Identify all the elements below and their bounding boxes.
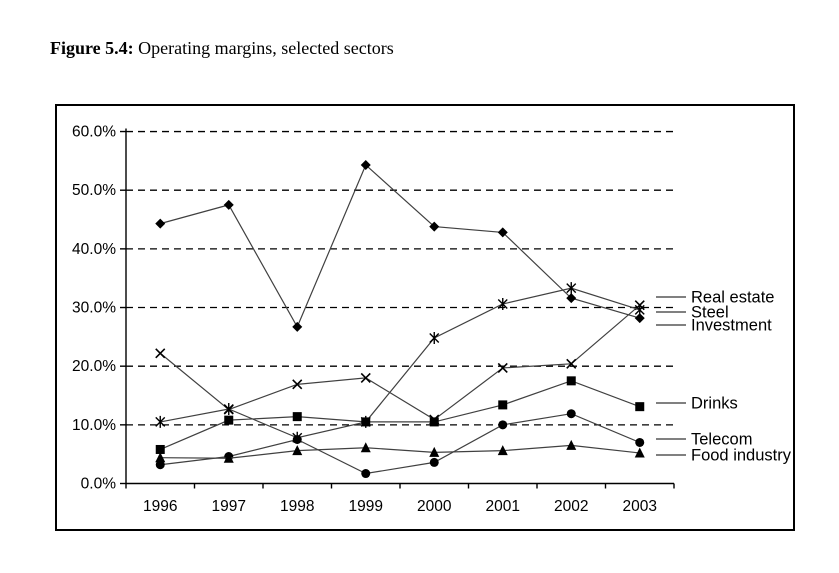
circle-marker (635, 437, 645, 447)
star-marker (155, 415, 166, 428)
square-marker (224, 415, 234, 425)
series-line (159, 304, 641, 421)
y-tick-label: 50.0% (72, 182, 116, 199)
x-year-label: 1998 (280, 498, 314, 515)
triangle-marker (429, 446, 440, 457)
callout-investment: Investment (656, 317, 772, 335)
series-callout-label: Drinks (691, 395, 738, 413)
star-marker (497, 298, 508, 310)
star-marker (223, 403, 234, 416)
series-steel (155, 282, 645, 444)
x-marker (360, 372, 371, 383)
circle-marker (429, 457, 439, 467)
x-year-label: 2000 (417, 498, 452, 515)
x-marker (497, 362, 508, 374)
series-callout-label: Steel (691, 304, 729, 322)
callout-food-industry: Food industry (656, 447, 792, 465)
y-axis: 60.0% 50.0% 40.0% 30.0% 20.0% 10.0% 0.0% (72, 124, 127, 493)
triangle-marker (634, 447, 645, 458)
diamond-marker (497, 227, 508, 238)
x-year-label: 1997 (212, 498, 246, 515)
series-callout-label: Telecom (691, 431, 752, 449)
y-tick-label: 40.0% (72, 241, 116, 258)
y-tick-label: 0.0% (81, 476, 117, 493)
square-marker (429, 417, 439, 427)
y-tick-label: 30.0% (72, 300, 116, 317)
triangle-marker (566, 439, 577, 450)
x-year-label: 2001 (486, 498, 520, 515)
figure-title: Figure 5.4: Operating margins, selected … (50, 38, 394, 59)
circle-marker (566, 409, 576, 419)
diamond-marker (634, 313, 645, 324)
diamond-marker (292, 321, 303, 332)
callout-steel: Steel (656, 304, 729, 322)
triangle-marker (360, 442, 371, 453)
callout-drinks: Drinks (656, 395, 738, 413)
star-marker (429, 332, 440, 345)
square-marker (292, 412, 302, 422)
series-line (160, 380, 640, 451)
diamond-marker (429, 221, 440, 232)
circle-marker (498, 420, 508, 430)
series-food-industry (155, 439, 645, 463)
series-callout-label: Investment (691, 317, 772, 335)
triangle-marker (155, 452, 166, 463)
figure-number-label: Figure 5.4: (50, 38, 134, 58)
series-callout-label: Food industry (691, 447, 792, 465)
circle-marker (361, 469, 371, 479)
x-axis: 1996 1997 1998 1999 2000 2001 2002 2003 (125, 482, 675, 515)
diamond-marker (360, 159, 371, 170)
gridlines (126, 130, 674, 426)
square-marker (566, 376, 576, 386)
diamond-marker (566, 293, 577, 304)
square-marker (498, 400, 508, 410)
x-marker (155, 348, 166, 359)
figure-title-text: Operating margins, selected sectors (133, 38, 394, 58)
x-year-label: 1999 (349, 498, 383, 515)
series-callout-label: Real estate (691, 289, 774, 307)
x-year-label: 2002 (554, 498, 588, 515)
square-marker (635, 402, 645, 412)
diamond-marker (155, 218, 166, 229)
x-marker (292, 379, 303, 390)
series-line (160, 413, 640, 475)
callout-telecom: Telecom (656, 431, 752, 449)
y-tick-label: 60.0% (72, 124, 116, 141)
triangle-marker (497, 445, 508, 456)
series-telecom (155, 409, 645, 479)
diamond-marker (223, 199, 234, 210)
series-line (160, 287, 640, 439)
star-marker (566, 282, 577, 295)
triangle-marker (292, 445, 303, 456)
series-line (160, 444, 640, 459)
y-tick-label: 20.0% (72, 358, 116, 375)
square-marker (361, 417, 371, 427)
circle-marker (155, 460, 165, 470)
series-investment (155, 159, 645, 332)
y-tick-label: 10.0% (72, 417, 116, 434)
square-marker (155, 444, 165, 454)
callout-real-estate: Real estate (656, 289, 774, 307)
triangle-marker (223, 452, 234, 463)
x-year-label: 2003 (623, 498, 657, 515)
chart-frame (55, 104, 795, 531)
circle-marker (292, 435, 302, 445)
x-year-label: 1996 (143, 498, 177, 515)
series-line (160, 163, 640, 329)
series-drinks (155, 376, 645, 454)
x-marker (566, 358, 577, 369)
